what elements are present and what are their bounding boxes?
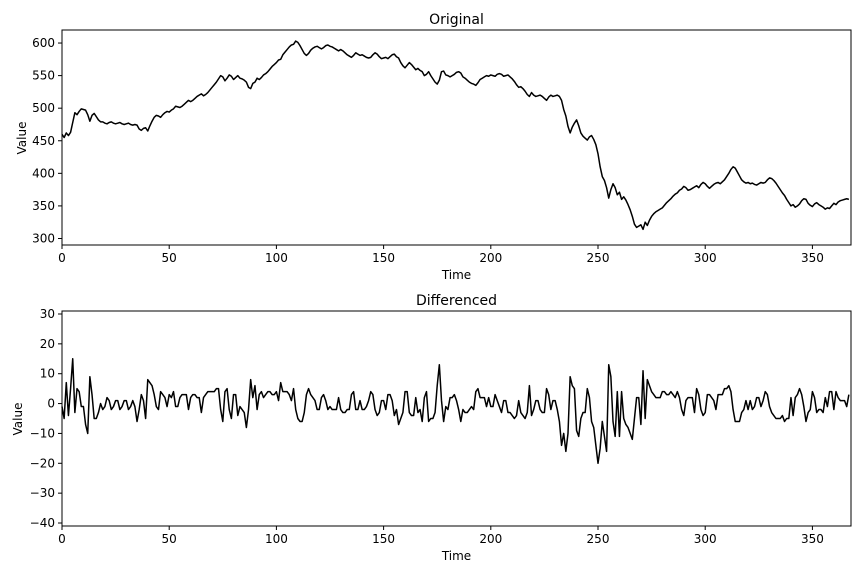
y-tick-label-original: 500 [32,101,55,115]
x-tick-label-original: 300 [694,251,717,265]
x-tick-label-original: 350 [801,251,824,265]
y-tick-label-differenced: 20 [40,337,55,351]
y-tick-label-original: 400 [32,166,55,180]
y-tick-label-differenced: 10 [40,367,55,381]
y-axis-label-differenced: Value [11,403,25,436]
x-tick-label-differenced: 0 [58,532,66,546]
y-tick-label-original: 350 [32,199,55,213]
x-tick-label-differenced: 300 [694,532,717,546]
x-tick-label-original: 200 [479,251,502,265]
x-axis-label-original: Time [441,268,471,282]
series-line-differenced [61,358,850,465]
x-tick-label-original: 150 [372,251,395,265]
y-tick-label-original: 300 [32,231,55,245]
x-tick-label-original: 100 [265,251,288,265]
y-tick-label-differenced: −20 [30,456,55,470]
chart-title-original: Original [429,12,484,28]
y-tick-label-differenced: 0 [47,397,55,411]
x-tick-label-original: 0 [58,251,66,265]
y-tick-label-differenced: −30 [30,486,55,500]
plot-frame-differenced [61,310,852,527]
differenced-chart: Differenced Time Value 0 50 100 150 200 250 30… [11,293,852,563]
y-tick-label-original: 600 [32,36,55,50]
chart-title-differenced: Differenced [416,293,497,309]
x-tick-label-differenced: 350 [801,532,824,546]
y-axis-label-original: Value [15,122,29,155]
x-tick-label-differenced: 100 [265,532,288,546]
y-tick-label-differenced: 30 [40,307,55,321]
x-tick-label-differenced: 250 [587,532,610,546]
x-tick-label-differenced: 50 [162,532,177,546]
plot-frame-original [61,29,852,246]
y-tick-label-original: 550 [32,69,55,83]
original-chart: Original Time Value 0 50 100 150 200 250 300 35… [15,12,852,282]
x-tick-label-differenced: 200 [479,532,502,546]
x-tick-label-original: 50 [162,251,177,265]
series-line-original [61,40,850,231]
y-tick-label-differenced: −40 [30,516,55,530]
x-tick-label-differenced: 150 [372,532,395,546]
x-tick-label-original: 250 [587,251,610,265]
y-tick-label-original: 450 [32,134,55,148]
y-tick-label-differenced: −10 [30,426,55,440]
x-axis-label-differenced: Time [441,549,471,563]
